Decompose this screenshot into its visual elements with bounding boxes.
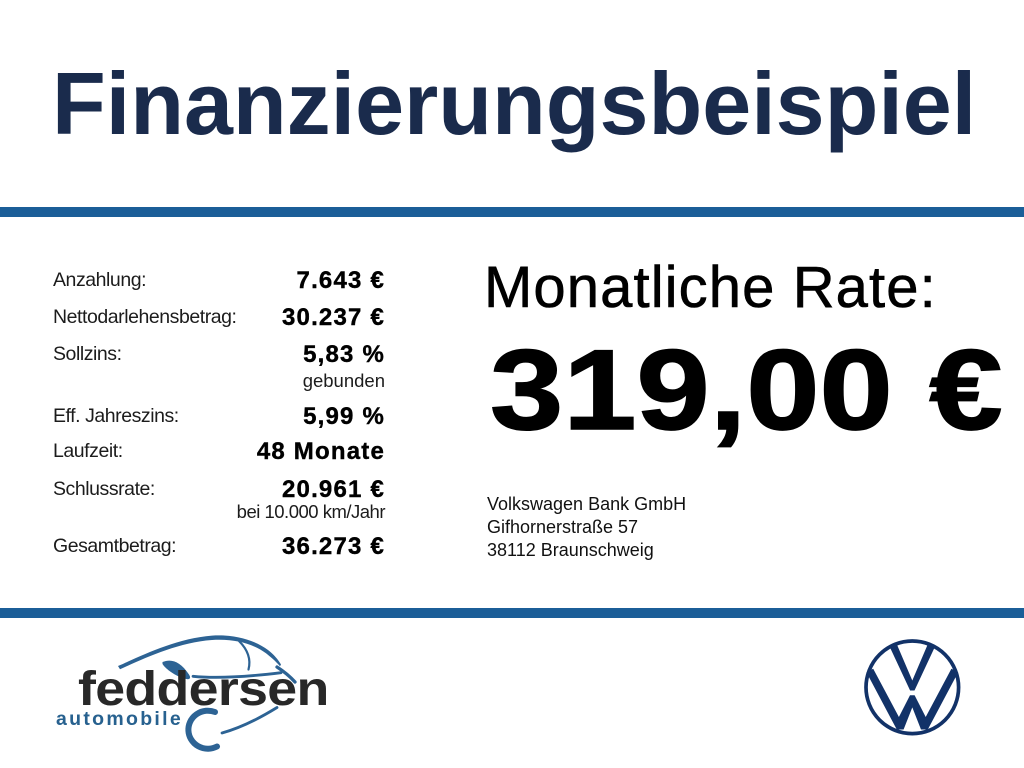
svg-text:automobile: automobile	[56, 708, 183, 730]
svg-text:feddersen: feddersen	[78, 662, 329, 716]
